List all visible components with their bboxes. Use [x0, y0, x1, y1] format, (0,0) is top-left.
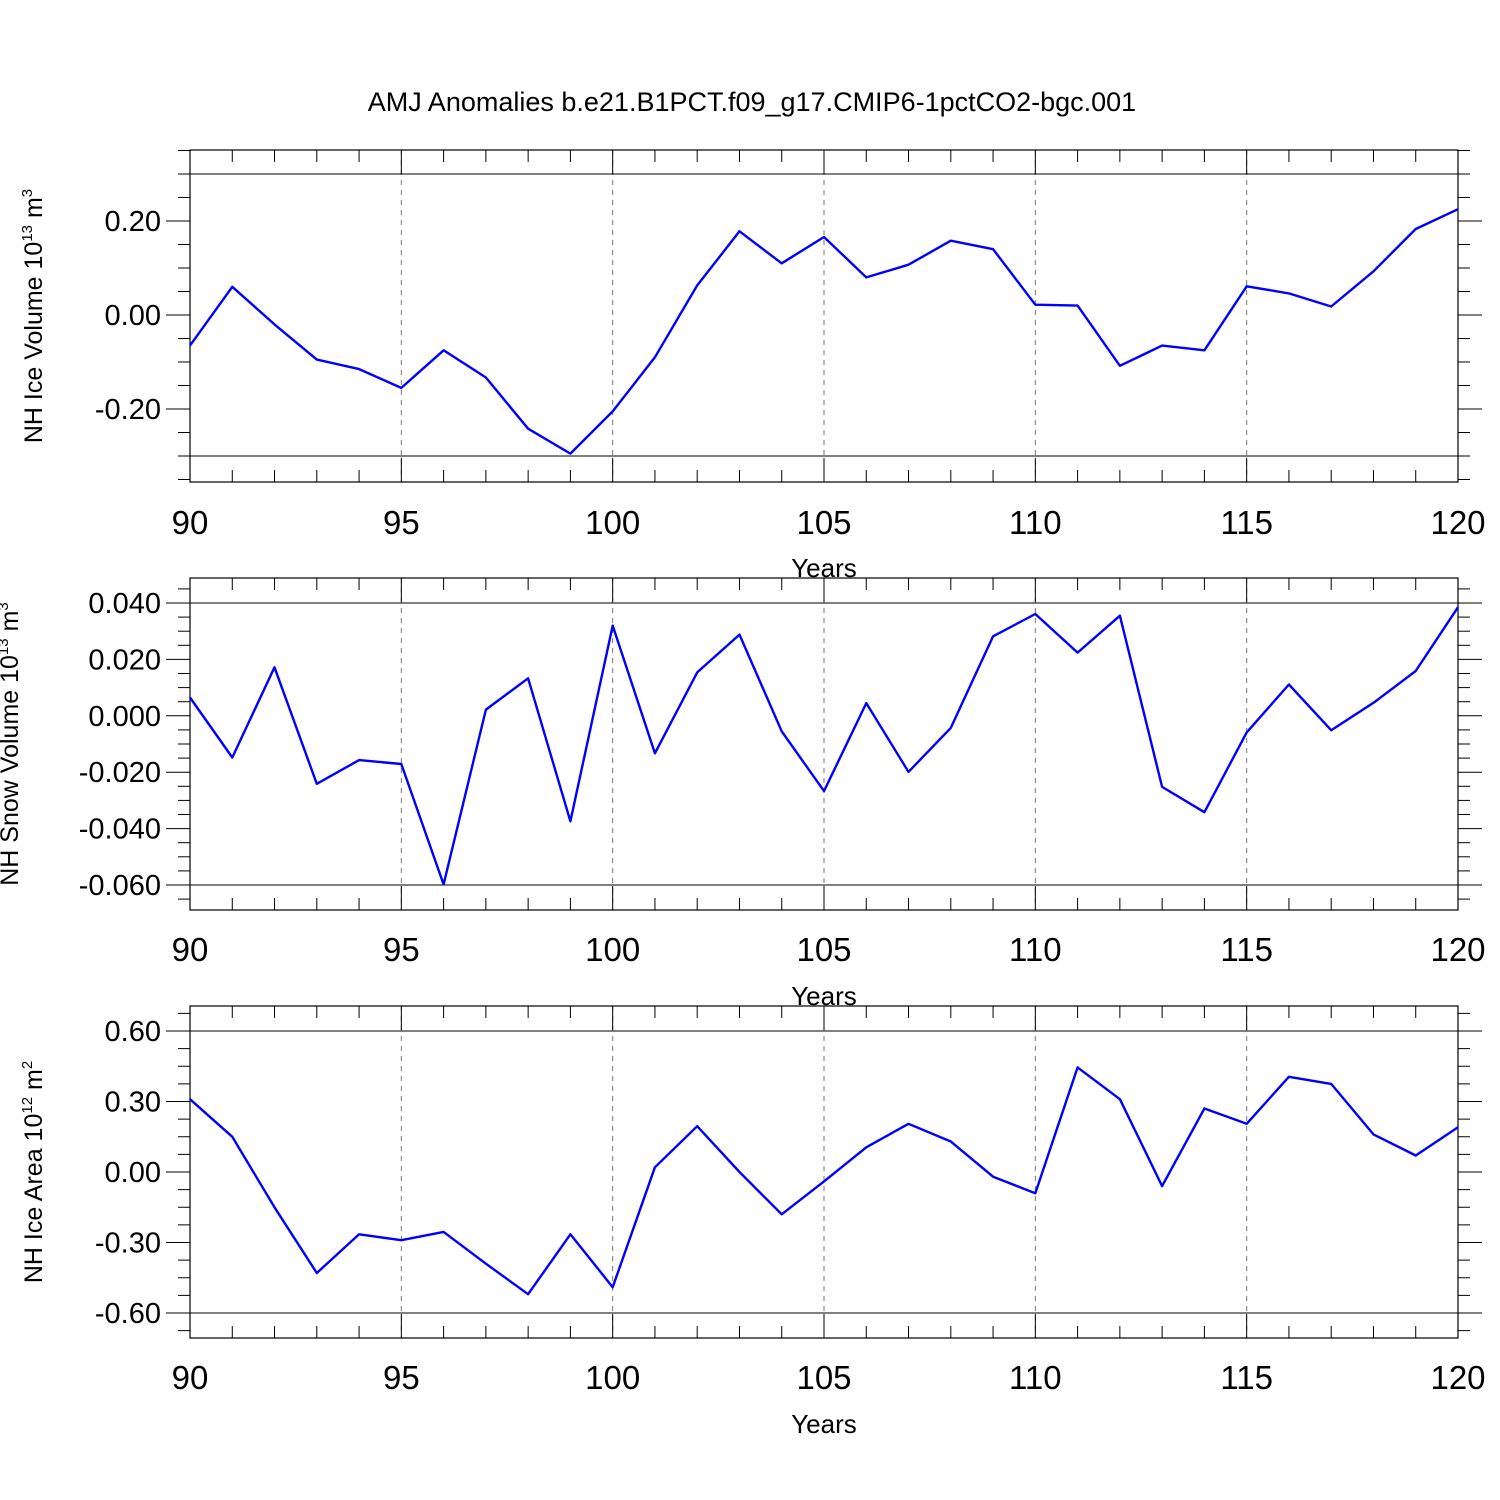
x-tick-label: 95: [383, 504, 420, 541]
y-tick-label: 0.040: [88, 588, 161, 620]
x-tick-label: 120: [1430, 931, 1485, 968]
x-tick-label: 105: [796, 1359, 851, 1396]
y-tick-label: 0.020: [88, 644, 161, 676]
x-tick-label: 100: [585, 504, 640, 541]
y-tick-label: -0.20: [95, 394, 161, 426]
y-axis-label-part: 3: [19, 189, 36, 197]
y-axis-label-part: 2: [19, 1061, 36, 1069]
series-line-1: [189, 1066, 1459, 1296]
y-axis-label-part: NH Ice Area 10: [20, 1114, 48, 1284]
x-tick-label: 115: [1220, 504, 1273, 541]
x-tick-label: 100: [585, 931, 640, 968]
y-axis-label-part: m: [0, 611, 24, 639]
x-tick-label: 105: [796, 504, 851, 541]
y-tick-label: 0.00: [105, 300, 161, 332]
x-tick-label: 95: [383, 1359, 420, 1396]
series-line-1: [189, 208, 1459, 455]
series-line-1: [189, 606, 1460, 886]
panels: -0.20 0.00 0.20 90 95 100 105 110 115 120 Years NH …: [0, 149, 1486, 1439]
x-tick-label: 105: [796, 931, 851, 968]
x-tick-label: 110: [1009, 931, 1062, 968]
chart-panel-3: -0.60 -0.30 0.00 0.30 0.60 90 95 100 105 110 115 12…: [19, 1005, 1486, 1439]
y-axis-label: NH Ice Area 1012 m2: [19, 1061, 48, 1283]
y-axis-label-part: 13: [0, 638, 12, 655]
y-axis-label-part: NH Ice Volume 10: [20, 242, 48, 444]
y-tick-label: -0.060: [79, 870, 161, 902]
x-tick-label: 110: [1009, 504, 1062, 541]
y-axis-label-part: m: [20, 1069, 48, 1097]
x-tick-label: 115: [1220, 931, 1273, 968]
x-tick-label: 90: [172, 1359, 209, 1396]
chart-panel-2: -0.060 -0.040 -0.020 0.000 0.020 0.040 90 95 100…: [0, 577, 1486, 1011]
x-tick-label: 100: [585, 1359, 640, 1396]
x-tick-label: 95: [383, 931, 420, 968]
y-tick-label: -0.60: [95, 1298, 161, 1330]
y-axis-label-part: 3: [0, 602, 12, 610]
y-tick-label: 0.20: [105, 206, 161, 238]
y-axis-label: NH Ice Volume 1013 m3: [19, 189, 48, 443]
x-tick-label: 115: [1220, 1359, 1273, 1396]
y-tick-label: 0.60: [105, 1016, 161, 1048]
y-tick-label: -0.30: [95, 1228, 161, 1260]
x-tick-label: 90: [172, 931, 209, 968]
x-tick-label: 120: [1430, 504, 1485, 541]
x-axis-label: Years: [791, 1409, 857, 1439]
y-axis-label-part: 13: [19, 225, 36, 242]
x-tick-label: 120: [1430, 1359, 1485, 1396]
figure-title: AMJ Anomalies b.e21.B1PCT.f09_g17.CMIP6-…: [368, 87, 1136, 117]
y-tick-label: 0.30: [105, 1087, 161, 1119]
y-tick-label: 0.00: [105, 1157, 161, 1189]
y-tick-label: -0.040: [79, 814, 161, 846]
y-tick-label: -0.020: [79, 757, 161, 789]
y-tick-label: 0.000: [88, 701, 161, 733]
y-axis-label-part: NH Snow Volume 10: [0, 655, 24, 886]
y-axis-label: NH Snow Volume 1013 m3: [0, 602, 24, 886]
y-axis-label-part: 12: [19, 1097, 36, 1114]
x-tick-label: 110: [1009, 1359, 1062, 1396]
y-axis-label-part: m: [20, 197, 48, 225]
x-tick-label: 90: [172, 504, 209, 541]
